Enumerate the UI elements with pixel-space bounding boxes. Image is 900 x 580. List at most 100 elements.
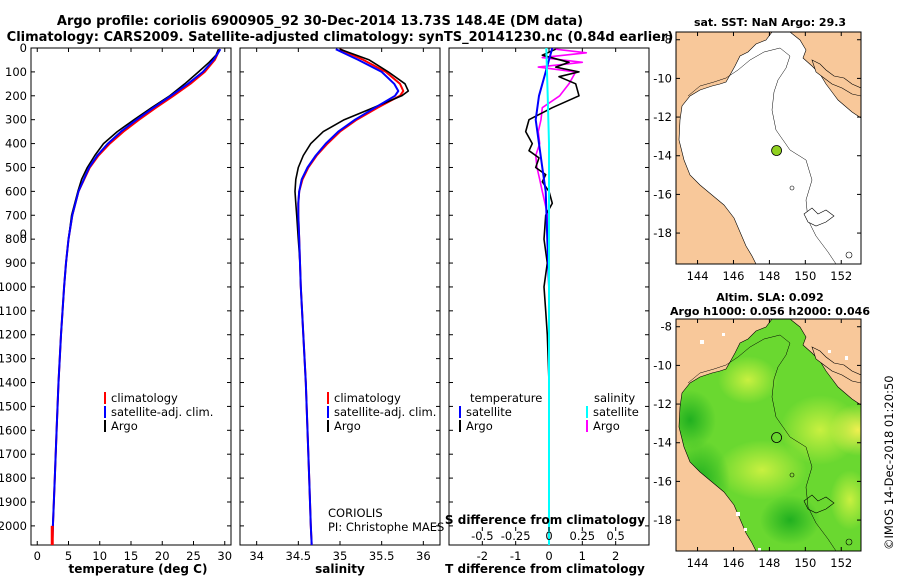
y-tick-label: 1300: [0, 352, 27, 366]
x-tick-label: 36: [416, 549, 431, 563]
islands-land: [811, 346, 861, 384]
lon-tick-label: 144: [687, 556, 709, 570]
legend-satellite-adj: satellite-adj. clim.: [334, 405, 436, 419]
lon-tick-label: 146: [722, 269, 744, 283]
sla-map-label1: Altim. SLA: 0.092: [716, 291, 823, 304]
depth-contour: [687, 334, 837, 551]
y-tick-label: 300: [5, 113, 27, 127]
temperature-panel: 0100200300400500600700800900100011001200…: [0, 41, 649, 576]
y-tick-label: 900: [5, 256, 27, 270]
series-line-t-argo: [524, 48, 580, 545]
argo-float-marker: [771, 145, 782, 156]
legend-salinity-title: salinity: [594, 391, 635, 405]
sst-map: sat. SST: NaN Argo: 29.3 144 146 148 150 152…: [653, 16, 862, 283]
lat-tick-label: -16: [653, 187, 672, 201]
y-tick-label: 0: [20, 41, 27, 55]
s-tick-label: 0.25: [570, 529, 596, 543]
lon-tick-label: 152: [830, 269, 852, 283]
x-tick-label: 35.5: [369, 549, 395, 563]
series-line-satellite-adj-clim-: [51, 48, 222, 545]
x-tick-label: 1: [579, 549, 586, 563]
s-tick-label: -0.5: [471, 529, 493, 543]
lat-tick-label: -16: [653, 474, 672, 488]
temperature-lines: [50, 48, 222, 545]
y-tick-label: 1200: [0, 328, 27, 342]
lat-tick-label: -18: [653, 513, 672, 527]
legend-swatch-s-argo: [586, 420, 588, 432]
sla-map-label2: Argo h1000: 0.056 h2000: 0.046: [670, 305, 870, 318]
x-tick-label: -2: [477, 549, 488, 563]
y-tick-label: 800: [5, 232, 27, 246]
y-tick-label: 1500: [0, 399, 27, 413]
lon-tick-label: 152: [830, 556, 852, 570]
x-tick-label: 30: [217, 549, 232, 563]
y-tick-label: 100: [5, 65, 27, 79]
difference-lines: [524, 48, 588, 545]
pi-label: PI: Christophe MAES: [328, 520, 444, 534]
temperature-x-axis: 0 5 10 15 20 25 30: [34, 48, 232, 563]
x-tick-label: 35: [333, 549, 348, 563]
temperature-legend: climatology satellite-adj. clim. Argo: [104, 391, 213, 433]
figure-title-line1: Argo profile: coriolis 6900905_92 30-Dec…: [57, 14, 583, 29]
y-tick-label: 600: [5, 184, 27, 198]
x-tick-label: 20: [155, 549, 170, 563]
argo-float-marker: [771, 432, 782, 443]
series-line-s-satellite: [545, 48, 550, 545]
salinity-xlabel: salinity: [315, 562, 365, 576]
s-difference-axis: -0.5 -0.25 0 0.25 0.5: [471, 527, 625, 543]
y-tick-label: 1600: [0, 423, 27, 437]
sla-map: Altim. SLA: 0.092 Argo h1000: 0.056 h200…: [653, 291, 870, 570]
legend-swatch-t-satellite: [459, 406, 461, 418]
s-tick-label: 0.5: [607, 529, 625, 543]
sst-map-frame: [675, 31, 862, 265]
lat-tick-label: -18: [653, 226, 672, 240]
lat-tick-label: -8: [661, 320, 672, 334]
x-tick-label: 34.5: [286, 549, 312, 563]
lon-tick-label: 150: [794, 556, 816, 570]
series-line-climatology: [51, 48, 221, 545]
sst-map-axes: 144 146 148 150 152 -8 -10 -12 -14 -16 -18: [653, 32, 861, 283]
y-tick-label: 1900: [0, 495, 27, 509]
x-tick-label: 0: [545, 549, 552, 563]
sst-map-label: sat. SST: NaN Argo: 29.3: [694, 16, 846, 29]
lat-tick-label: -12: [653, 110, 672, 124]
salinity-legend: climatology satellite-adj. clim. Argo: [327, 391, 436, 433]
legend-swatch-argo: [104, 420, 106, 432]
legend-swatch-satellite: [327, 406, 329, 418]
x-tick-label: -1: [510, 549, 521, 563]
x-tick-label: 25: [186, 549, 201, 563]
y-tick-label: 700: [5, 208, 27, 222]
legend-swatch-climatology: [104, 392, 106, 404]
s-tick-label: 0: [545, 529, 552, 543]
institution-label: CORIOLIS: [328, 506, 383, 520]
credit-label: ©IMOS 14-Dec-2018 01:20:50: [882, 375, 896, 550]
legend-swatch-t-argo: [459, 420, 461, 432]
y-tick-label: 2000: [0, 519, 27, 533]
legend-temperature-title: temperature: [470, 391, 542, 405]
reef-outline: [803, 494, 835, 514]
sla-map-frame: [675, 318, 862, 552]
legend-satellite-adj: satellite-adj. clim.: [111, 405, 213, 419]
sla-map-axes: 144 146 148 150 152 -8 -10 -12 -14 -16 -18: [653, 319, 861, 570]
s-difference-xlabel: S difference from climatology: [445, 513, 645, 527]
australia-land: [676, 319, 773, 551]
x-tick-label: 2: [612, 549, 619, 563]
lat-tick-label: -14: [653, 149, 672, 163]
t-difference-xlabel: T difference from climatology: [445, 562, 645, 576]
x-tick-label: 0: [34, 549, 41, 563]
salinity-panel: 34 34.5 35 35.5 36 salinity climatology sate…: [239, 47, 444, 576]
lon-tick-label: 148: [758, 269, 780, 283]
legend-t-argo: Argo: [466, 419, 493, 433]
x-tick-label: 5: [65, 549, 72, 563]
lat-tick-label: -8: [661, 33, 672, 47]
y-tick-label: 1400: [0, 376, 27, 390]
temperature-xlabel: temperature (deg C): [69, 562, 208, 576]
lat-tick-label: -14: [653, 436, 672, 450]
y-tick-label: 1700: [0, 447, 27, 461]
depth-axis: 0 100 200 300 400 500 600 700 800 900 1000 1100 1200…: [0, 41, 649, 533]
reef-outline: [803, 207, 835, 227]
y-tick-label: 1000: [0, 280, 27, 294]
islands-land: [811, 59, 861, 97]
difference-panel: -2 -1 0 1 2 T difference from climatology S …: [445, 47, 650, 576]
